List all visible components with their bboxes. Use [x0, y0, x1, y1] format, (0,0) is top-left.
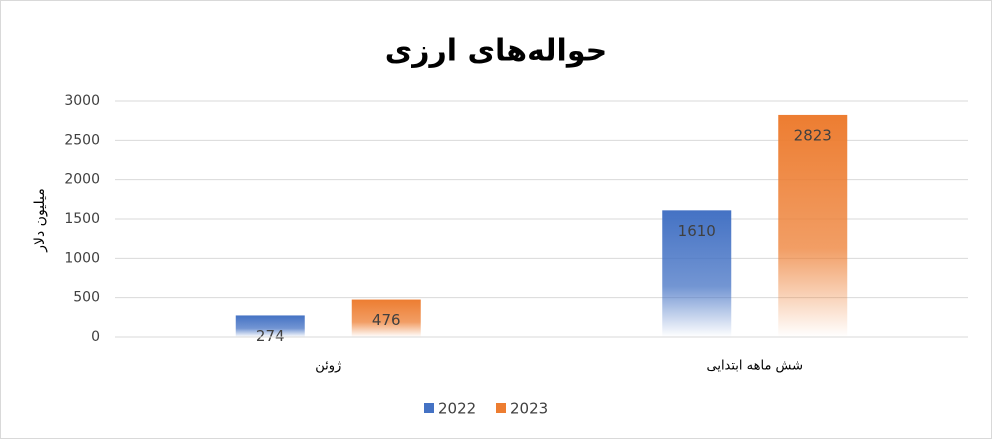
- legend-swatch: [496, 403, 506, 413]
- legend-swatch: [424, 403, 434, 413]
- legend-label: 2022: [438, 400, 476, 418]
- x-tick-label: ژوئن: [315, 359, 341, 374]
- data-label: 2823: [794, 126, 832, 144]
- bar: [235, 315, 305, 337]
- y-tick-label: 2500: [64, 132, 100, 148]
- y-tick-label: 2000: [64, 172, 100, 188]
- x-tick-label: شش ماهه ابتدایی: [706, 359, 803, 374]
- y-tick-label: 1500: [64, 211, 100, 227]
- data-label: 476: [372, 311, 401, 329]
- bar: [778, 114, 848, 337]
- y-tick-label: 0: [91, 329, 100, 345]
- y-tick-label: 1000: [64, 250, 100, 266]
- y-axis-label: میلیون دلار: [32, 188, 48, 253]
- data-label: 274: [256, 327, 285, 345]
- y-tick-label: 3000: [64, 93, 100, 109]
- chart-title: حواله‌های ارزی: [385, 34, 608, 69]
- legend-label: 2023: [510, 400, 548, 418]
- y-tick-label: 500: [73, 290, 100, 306]
- bar: [351, 299, 421, 337]
- data-label: 1610: [678, 222, 716, 240]
- bar: [662, 210, 732, 337]
